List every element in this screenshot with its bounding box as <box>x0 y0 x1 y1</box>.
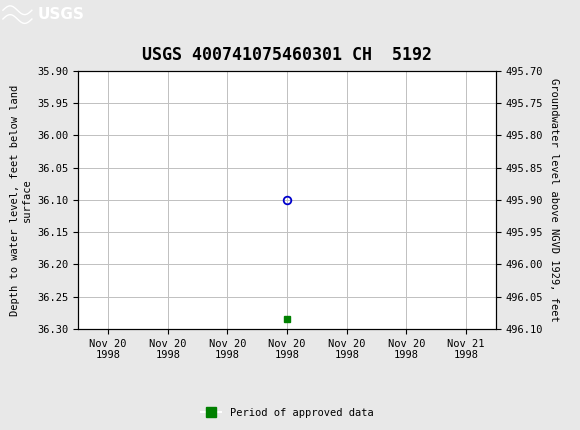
Legend: Period of approved data: Period of approved data <box>197 403 378 422</box>
Title: USGS 400741075460301 CH  5192: USGS 400741075460301 CH 5192 <box>142 46 432 64</box>
Text: USGS: USGS <box>38 7 85 22</box>
Y-axis label: Groundwater level above NGVD 1929, feet: Groundwater level above NGVD 1929, feet <box>549 78 559 322</box>
Y-axis label: Depth to water level, feet below land
surface: Depth to water level, feet below land su… <box>10 84 32 316</box>
